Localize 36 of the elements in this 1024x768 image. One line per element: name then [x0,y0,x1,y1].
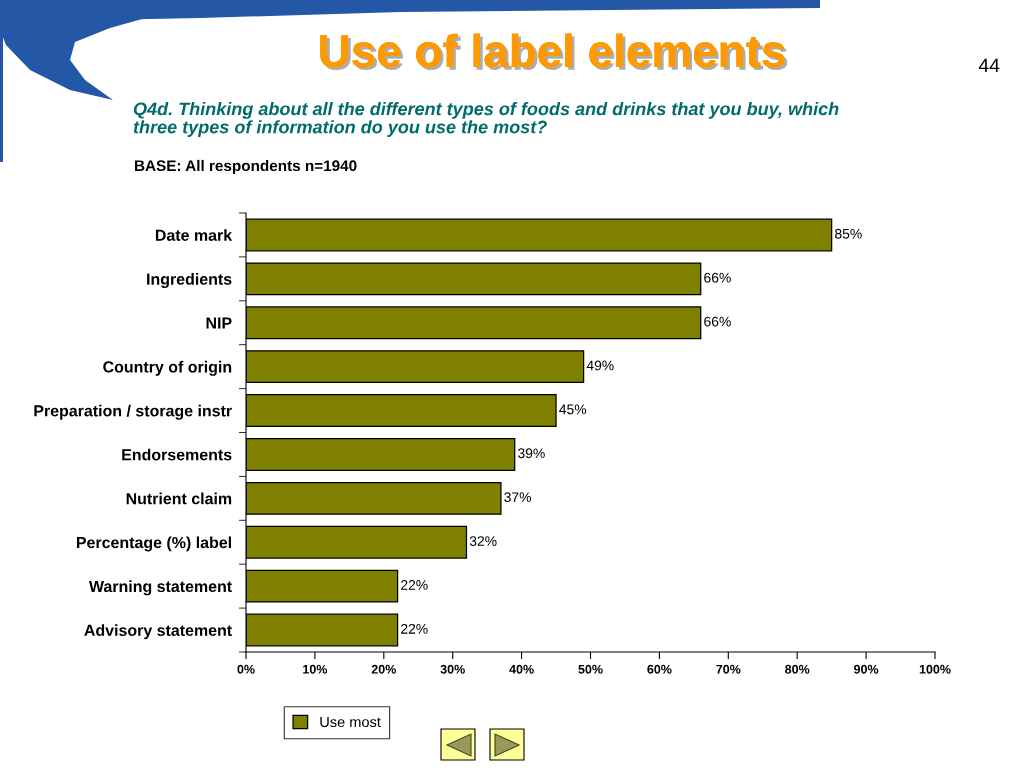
x-tick-label: 30% [440,664,465,674]
data-label: 49% [586,360,614,371]
x-tick-label: 90% [854,664,879,674]
data-label: 85% [835,228,862,239]
y-tick-label: Preparation / storage instr [34,404,232,420]
x-tick-label: 0% [237,664,255,674]
x-tick-label: 100% [919,664,951,674]
data-label: 39% [518,448,545,459]
x-tick-label: 70% [716,664,741,674]
data-label: 45% [559,404,587,415]
text: BASE: All respondents n=1940 [135,159,357,175]
data-label: 37% [504,492,532,503]
chart-subtitle: Q4d. Thinking about all the different types of foods and drinks that you buy, which three types of information do you use the most? [133,102,839,137]
y-tick-label: Advisory statement [84,624,232,640]
y-tick-label: Nutrient claim [126,492,232,505]
y-tick-label: Country of origin [103,360,232,376]
data-label: 22% [401,623,428,634]
x-tick-label: 40% [509,664,534,674]
data-label: 32% [469,536,497,546]
x-tick-label: 60% [647,664,672,674]
x-tick-label: 10% [303,664,328,674]
y-tick-label: NIP [206,317,232,329]
y-tick-label: Ingredients [147,273,232,289]
chart-title: Use of label elements [320,33,788,71]
y-tick-label: Date mark [155,229,233,241]
data-label: 22% [401,580,428,590]
x-tick-label: 20% [371,664,396,674]
data-label: 66% [704,316,731,327]
text: 44 [978,58,1000,73]
x-tick-label: 80% [785,664,810,674]
x-tick-label: 50% [578,664,603,674]
y-tick-label: Warning statement [88,580,232,596]
y-tick-label: Endorsements [122,448,232,461]
data-label: 66% [704,272,731,283]
legend-label: Use most [320,716,381,728]
y-tick-label: Percentage (%) label [76,536,231,552]
